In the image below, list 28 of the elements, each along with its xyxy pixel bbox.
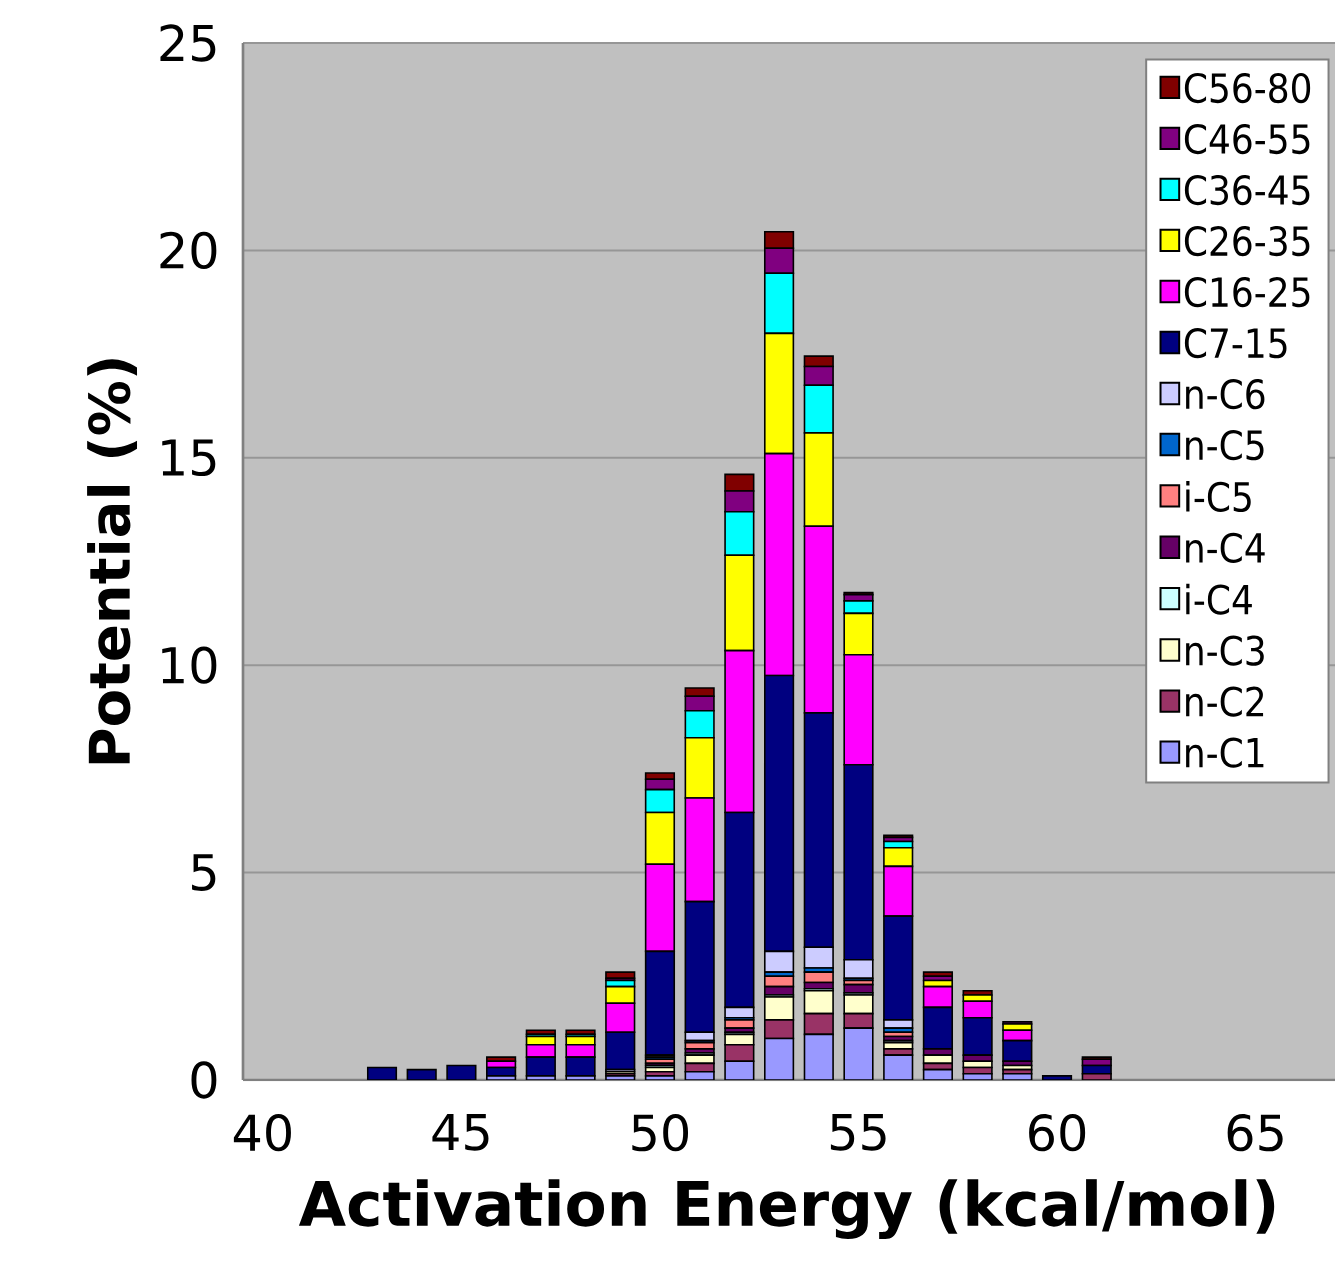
- x-tick-label: 60: [1029, 1114, 1086, 1152]
- legend-label: C26-35: [1184, 225, 1310, 257]
- x-tick-label: 45: [432, 1114, 489, 1151]
- legend-label: n-C6: [1186, 379, 1265, 410]
- legend-label: n-C3: [1186, 635, 1264, 666]
- y-tick-label: 20: [160, 231, 217, 270]
- legend-label: C56-80: [1184, 72, 1311, 104]
- legend-label: n-C1: [1186, 737, 1264, 768]
- x-tick-label: 50: [632, 1114, 689, 1152]
- y-tick-label: 15: [162, 439, 216, 477]
- x-tick-label: 65: [1227, 1114, 1283, 1152]
- x-tick-label: 40: [233, 1114, 291, 1152]
- y-axis-title: Potential (%): [87, 359, 138, 764]
- y-tick-label: 5: [192, 854, 216, 891]
- x-tick-label: 55: [830, 1114, 886, 1151]
- legend-label: C7-15: [1184, 327, 1287, 359]
- x-axis-title: Activation Energy (kcal/mol): [298, 1179, 1275, 1239]
- legend-label: n-C4: [1186, 532, 1265, 564]
- legend-label: i-C4: [1186, 583, 1252, 615]
- y-tick-label: 0: [191, 1061, 217, 1099]
- legend-label: C16-25: [1184, 276, 1310, 308]
- legend-label: n-C2: [1186, 686, 1264, 717]
- legend-label: C36-45: [1184, 174, 1310, 206]
- legend-label: i-C5: [1186, 481, 1251, 512]
- y-tick-label: 10: [162, 646, 217, 684]
- legend-label: C46-55: [1184, 123, 1310, 155]
- legend-label: n-C5: [1186, 430, 1264, 461]
- y-tick-label: 25: [160, 24, 216, 62]
